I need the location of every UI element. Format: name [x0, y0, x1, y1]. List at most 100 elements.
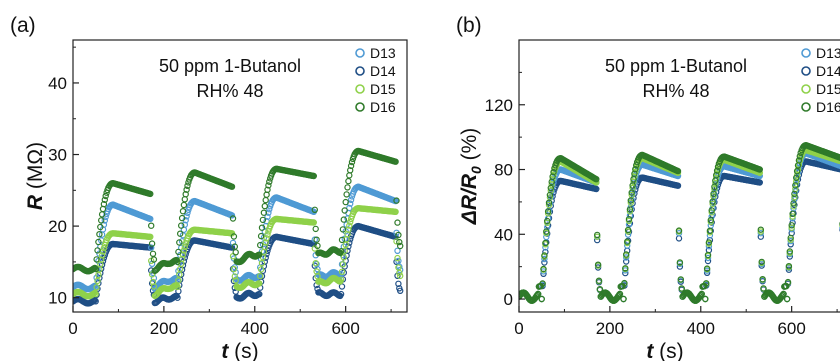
data-point-d15 — [256, 280, 263, 287]
data-point-d16 — [341, 207, 348, 214]
data-point-d16 — [714, 163, 722, 170]
data-point-d16 — [175, 248, 182, 256]
data-point-d16 — [177, 222, 185, 229]
data-point-d15 — [397, 272, 404, 280]
data-point-d13 — [838, 163, 840, 170]
data-point-d13 — [228, 212, 236, 219]
data-point-d16 — [596, 286, 604, 293]
data-point-d16 — [174, 258, 181, 266]
data-point-d15 — [633, 165, 640, 172]
data-point-d16 — [312, 225, 319, 233]
data-point-d16 — [541, 252, 548, 259]
data-point-d16 — [339, 226, 347, 233]
data-point-d16 — [345, 177, 352, 185]
data-point-d13 — [101, 217, 109, 224]
data-point-d16 — [259, 216, 267, 224]
data-point-d16 — [396, 238, 403, 246]
data-point-d15 — [339, 261, 347, 268]
data-point-d13 — [232, 269, 239, 276]
data-point-d16 — [176, 239, 183, 246]
data-point-d16 — [838, 155, 840, 161]
data-point-d16 — [623, 251, 630, 258]
data-point-d15 — [150, 283, 158, 290]
data-point-d16 — [150, 256, 158, 263]
data-point-d15 — [174, 283, 181, 291]
y-tick-label: 10 — [48, 289, 67, 308]
data-point-d13 — [394, 247, 401, 254]
legend-marker-d13 — [801, 48, 811, 58]
x-tick-label: 0 — [514, 319, 523, 338]
data-point-d13 — [624, 242, 631, 249]
data-point-d15 — [393, 238, 400, 245]
panel-b-condition-line1: 50 ppm 1-Butanol — [605, 56, 747, 76]
data-point-d14 — [838, 166, 840, 173]
data-point-d15 — [791, 193, 798, 201]
data-point-d16 — [594, 231, 601, 239]
panel-b-condition-line2: RH% 48 — [642, 81, 709, 101]
data-point-d14 — [175, 288, 182, 295]
data-point-d15 — [257, 272, 264, 280]
data-point-d16 — [626, 206, 634, 213]
data-point-d16 — [550, 168, 557, 176]
data-point-d16 — [783, 295, 791, 303]
data-point-d15 — [394, 254, 401, 262]
data-point-d16 — [796, 153, 804, 160]
data-point-d16 — [758, 258, 765, 266]
data-point-d16 — [184, 182, 191, 189]
data-point-d16 — [793, 174, 800, 181]
x-tick-label: 200 — [596, 319, 624, 338]
x-tick-label: 400 — [241, 319, 269, 338]
legend-marker-d13 — [355, 48, 365, 58]
data-point-d15 — [347, 218, 354, 226]
data-point-d15 — [337, 276, 345, 283]
data-point-d16 — [713, 167, 721, 174]
data-point-d16 — [707, 216, 715, 224]
data-point-d16 — [698, 290, 705, 298]
data-point-d16 — [180, 201, 188, 209]
data-point-d14 — [256, 290, 263, 298]
data-point-d16 — [92, 265, 99, 273]
data-point-d16 — [265, 182, 272, 189]
data-point-d16 — [627, 197, 635, 204]
panel-a-plot-frame — [72, 39, 408, 313]
data-point-d16 — [263, 191, 270, 198]
data-point-d14 — [344, 247, 351, 254]
data-point-d13 — [541, 255, 548, 263]
panel-a-x-axis-unit: (s) — [228, 340, 258, 361]
data-point-d14 — [174, 294, 181, 301]
data-point-d16 — [624, 226, 632, 234]
panel-b-y-axis-symbol: ΔR/R — [458, 173, 481, 225]
data-point-d16 — [540, 265, 547, 273]
data-point-d15 — [346, 222, 353, 229]
data-point-d16 — [100, 200, 108, 208]
data-point-d15 — [790, 203, 797, 210]
data-point-d16 — [342, 198, 349, 206]
data-point-d15 — [265, 228, 272, 235]
data-point-d13 — [706, 232, 714, 239]
panel-a-y-axis-symbol: R — [24, 194, 47, 210]
data-point-d16 — [704, 251, 712, 259]
data-point-d16 — [343, 191, 350, 198]
data-point-d16 — [792, 182, 799, 189]
data-point-d16 — [232, 249, 239, 256]
data-point-d16 — [228, 183, 236, 190]
data-point-d16 — [266, 178, 273, 185]
y-tick-label: 40 — [48, 74, 67, 93]
data-point-d16 — [624, 238, 631, 245]
data-point-d16 — [616, 290, 624, 298]
data-point-d16 — [264, 186, 271, 193]
x-tick-label: 400 — [687, 319, 715, 338]
data-point-d16 — [347, 162, 355, 170]
data-point-d14 — [837, 166, 840, 173]
panel-a-label: (a) — [10, 14, 36, 37]
legend-label-d13: D13 — [370, 45, 396, 61]
data-point-d16 — [258, 224, 266, 231]
legend-label-d14: D14 — [816, 63, 840, 79]
legend-marker-d16 — [355, 102, 365, 112]
panel-a-data-points — [73, 147, 404, 307]
legend-label-d14: D14 — [370, 63, 396, 79]
legend-marker-d16 — [801, 102, 811, 112]
y-tick-label: 40 — [494, 225, 513, 244]
